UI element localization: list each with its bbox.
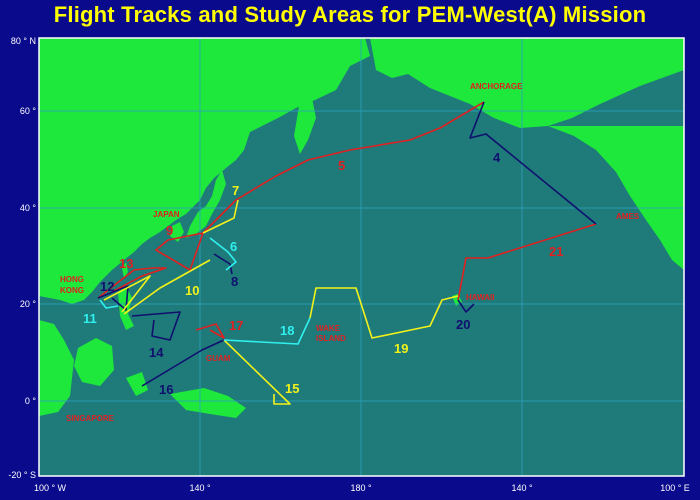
- taiwan-landmass: [122, 262, 128, 278]
- track-10: [123, 259, 211, 315]
- track-18: [223, 317, 311, 345]
- track-17: [195, 323, 225, 339]
- flight-label-15: 15: [285, 381, 299, 396]
- flight-label-11: 11: [83, 311, 97, 326]
- track-8: [213, 253, 233, 275]
- borneo-landmass: [74, 338, 114, 386]
- lat-label-60: 60 °: [19, 106, 36, 116]
- track-20: [457, 299, 475, 313]
- sulawesi-landmass: [126, 372, 148, 396]
- lon-label-140w: 140 °: [189, 483, 211, 493]
- track-11b: [99, 299, 119, 309]
- lon-label-100e: 100 ° E: [660, 483, 690, 493]
- flight-label-9: 9: [166, 223, 173, 238]
- flight-label-19: 19: [394, 341, 408, 356]
- label-kong: KONG: [60, 286, 84, 295]
- label-ames: AMES: [616, 212, 640, 221]
- flight-label-21: 21: [549, 244, 563, 259]
- track-11: [103, 275, 151, 313]
- malaya-landmass: [39, 320, 74, 416]
- flight-label-20: 20: [456, 317, 470, 332]
- place-labels: ANCHORAGE JAPAN AMES HONG KONG HAWAII WA…: [60, 82, 640, 423]
- track-6: [209, 237, 237, 271]
- flight-tracks: [97, 101, 597, 405]
- lat-label-0: 0 °: [24, 396, 36, 406]
- track-9: [155, 232, 204, 271]
- flight-label-12: 12: [100, 279, 114, 294]
- label-japan: JAPAN: [153, 210, 180, 219]
- track-19: [309, 287, 459, 339]
- flight-number-labels: 4 5 6 7 8 9 10 11 12 13 14 15 16 17 18 1…: [83, 150, 563, 397]
- label-island: ISLAND: [316, 334, 346, 343]
- map-title: Flight Tracks and Study Areas for PEM-We…: [53, 2, 647, 27]
- label-anchorage: ANCHORAGE: [470, 82, 523, 91]
- track-14: [131, 311, 181, 341]
- label-wake: WAKE: [316, 324, 341, 333]
- track-12: [97, 285, 129, 311]
- lon-label-140e: 140 °: [511, 483, 533, 493]
- track-21: [457, 223, 597, 301]
- flight-label-5: 5: [338, 158, 345, 173]
- flight-label-13: 13: [119, 256, 133, 271]
- lat-label-40: 40 °: [19, 203, 36, 213]
- alaska-landmass: [370, 38, 684, 128]
- lat-label-80n: 80 ° N: [10, 36, 36, 46]
- lon-label-180: 180 °: [350, 483, 372, 493]
- japan-landmass: [186, 170, 226, 238]
- track-4: [469, 101, 597, 225]
- new-guinea-landmass: [170, 388, 246, 418]
- track-16: [141, 339, 225, 387]
- lon-label-100w: 100 ° W: [33, 483, 67, 493]
- label-guam: GUAM: [206, 354, 231, 363]
- flight-label-18: 18: [280, 323, 294, 338]
- lat-label-20: 20 °: [19, 299, 36, 309]
- lat-label-20s: -20 ° S: [8, 470, 36, 480]
- flight-label-17: 17: [229, 318, 243, 333]
- asia-landmass: [39, 38, 370, 304]
- flight-label-16: 16: [159, 382, 173, 397]
- track-5: [202, 101, 485, 234]
- north-america-landmass: [548, 126, 684, 270]
- track-7: [202, 199, 239, 234]
- track-15: [223, 339, 291, 405]
- flight-label-6: 6: [230, 239, 237, 254]
- map-frame: [38, 37, 685, 477]
- label-singapore: SINGAPORE: [66, 414, 115, 423]
- flight-label-10: 10: [185, 283, 199, 298]
- label-hawaii: HAWAII: [466, 293, 494, 302]
- flight-label-4: 4: [493, 150, 501, 165]
- flight-label-7: 7: [232, 183, 239, 198]
- flight-label-14: 14: [149, 345, 164, 360]
- label-hong: HONG: [60, 275, 84, 284]
- kamchatka-landmass: [294, 98, 316, 154]
- track-13: [97, 267, 167, 299]
- flight-label-8: 8: [231, 274, 238, 289]
